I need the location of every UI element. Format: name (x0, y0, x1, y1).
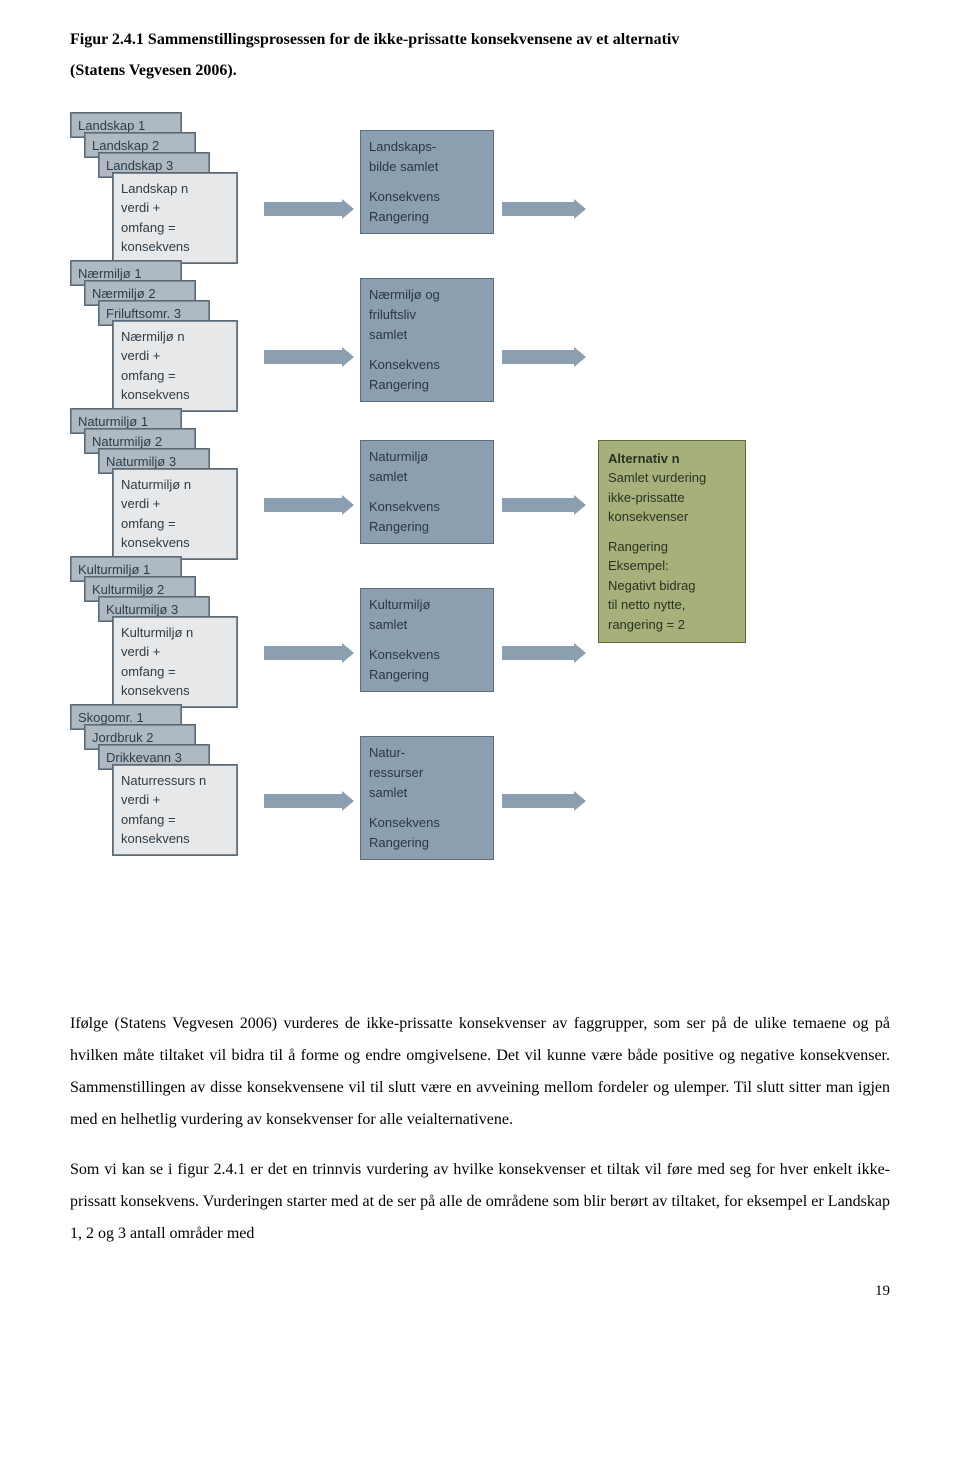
stack-front-card: Naturressurs nverdi +omfang =konsekvens (112, 764, 238, 856)
stack-front-card: Landskap nverdi +omfang =konsekvens (112, 172, 238, 264)
flow-arrow (502, 350, 574, 364)
flow-arrow (264, 646, 342, 660)
flow-arrow (264, 350, 342, 364)
stack-front-card: Nærmiljø nverdi +omfang =konsekvens (112, 320, 238, 412)
page-number: 19 (70, 1280, 890, 1303)
flow-arrow (264, 498, 342, 512)
summary-box: Landskaps-bilde samletKonsekvensRangerin… (360, 130, 494, 235)
stack-front-card: Naturmiljø nverdi +omfang =konsekvens (112, 468, 238, 560)
flow-arrow (264, 202, 342, 216)
summary-box: NaturmiljøsamletKonsekvensRangering (360, 440, 494, 545)
flow-arrow (502, 646, 574, 660)
figure-caption-line1: Figur 2.4.1 Sammenstillingsprosessen for… (70, 28, 890, 53)
stack-front-card: Kulturmiljø nverdi +omfang =konsekvens (112, 616, 238, 708)
summary-box: Natur-ressursersamletKonsekvensRangering (360, 736, 494, 861)
flow-arrow (502, 498, 574, 512)
body-paragraph-1: Ifølge (Statens Vegvesen 2006) vurderes … (70, 1008, 890, 1136)
flow-arrow (264, 794, 342, 808)
summary-box: Nærmiljø ogfriluftslivsamletKonsekvensRa… (360, 278, 494, 403)
summary-box: KulturmiljøsamletKonsekvensRangering (360, 588, 494, 693)
final-summary-box: Alternativ nSamlet vurderingikke-prissat… (598, 440, 746, 644)
flow-arrow (502, 794, 574, 808)
flow-arrow (502, 202, 574, 216)
process-diagram: Landskap 1Landskap 2Landskap 3Landskap n… (70, 112, 890, 972)
body-paragraph-2: Som vi kan se i figur 2.4.1 er det en tr… (70, 1154, 890, 1250)
figure-caption-line2: (Statens Vegvesen 2006). (70, 59, 890, 84)
